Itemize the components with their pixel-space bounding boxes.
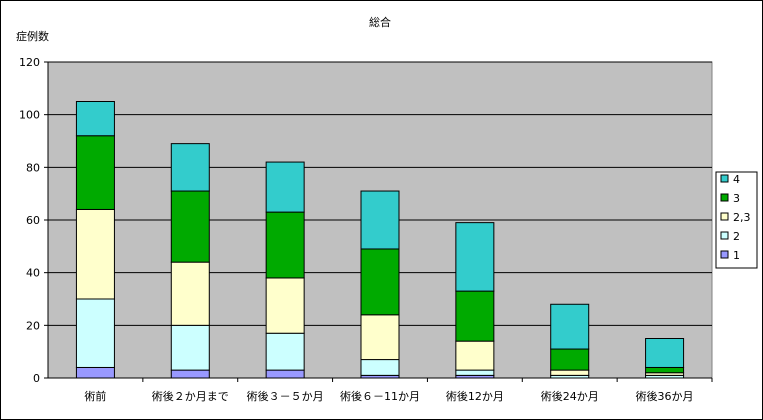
legend-label: 2,3 — [733, 211, 751, 224]
y-tick-label: 120 — [19, 56, 40, 69]
bar-segment-5 — [550, 303, 590, 350]
bars — [75, 101, 685, 379]
bar-segment-2 — [360, 359, 400, 376]
bar-segment-4 — [360, 248, 400, 316]
legend-swatch — [720, 174, 729, 183]
bar-segment-5 — [170, 143, 210, 192]
bar-segment-1 — [75, 366, 115, 379]
bar-segment-2 — [455, 369, 495, 376]
bar-segment-4 — [265, 211, 305, 279]
bar-segment-5 — [360, 190, 400, 250]
x-tick-label: 術後２か月まで — [152, 389, 229, 403]
legend-swatch — [720, 231, 729, 240]
bar-segment-4 — [75, 135, 115, 210]
bar-segment-4 — [455, 290, 495, 342]
x-tick-label: 術前 — [84, 389, 106, 403]
y-tick-label: 80 — [26, 161, 40, 174]
bar-segment-5 — [265, 161, 305, 213]
legend-swatch — [720, 212, 729, 221]
axes: 0 20 40 60 80 100 120 術前 術後２か月まで 術後３－５か月 術後６－11か月 術… — [19, 56, 713, 403]
y-axis-label: 症例数 — [16, 29, 49, 43]
x-tick-label: 術後３－５か月 — [247, 389, 324, 403]
y-tick-label: 100 — [19, 109, 40, 122]
bar-segment-3 — [170, 261, 210, 326]
legend: 4 3 2,3 2 1 — [715, 171, 758, 269]
bar-segment-3 — [550, 369, 590, 376]
bar-segment-5 — [455, 222, 495, 292]
y-tick-label: 60 — [26, 214, 40, 227]
bar-segment-3 — [265, 277, 305, 334]
bar-segment-1 — [170, 369, 210, 379]
chart-title: 総合 — [369, 15, 391, 29]
x-tick-label: 術後６－11か月 — [340, 389, 420, 403]
bar-segment-5 — [75, 101, 115, 137]
bar-segment-4 — [170, 190, 210, 263]
bar-segment-2 — [265, 332, 305, 371]
bar-segment-3 — [455, 340, 495, 371]
bar-segment-2 — [75, 298, 115, 368]
legend-label: 1 — [733, 249, 740, 262]
legend-swatch — [720, 193, 729, 202]
legend-label: 3 — [733, 192, 740, 205]
bar-segment-4 — [645, 366, 685, 374]
bar-segment-4 — [550, 348, 590, 371]
y-tick-label: 40 — [26, 267, 40, 280]
y-tick-label: 0 — [33, 372, 40, 385]
bar-segment-3 — [75, 208, 115, 300]
x-tick-label: 術後12か月 — [446, 389, 504, 403]
legend-swatch — [720, 250, 729, 259]
y-tick-label: 20 — [26, 319, 40, 332]
x-tick-label: 術後36か月 — [636, 389, 694, 403]
bar-segment-5 — [645, 338, 685, 368]
legend-label: 4 — [733, 173, 740, 186]
bar-segment-2 — [170, 324, 210, 371]
bar-segment-3 — [360, 314, 400, 361]
legend-label: 2 — [733, 230, 740, 243]
bar-segment-1 — [265, 369, 305, 379]
x-tick-label: 術後24か月 — [541, 389, 599, 403]
